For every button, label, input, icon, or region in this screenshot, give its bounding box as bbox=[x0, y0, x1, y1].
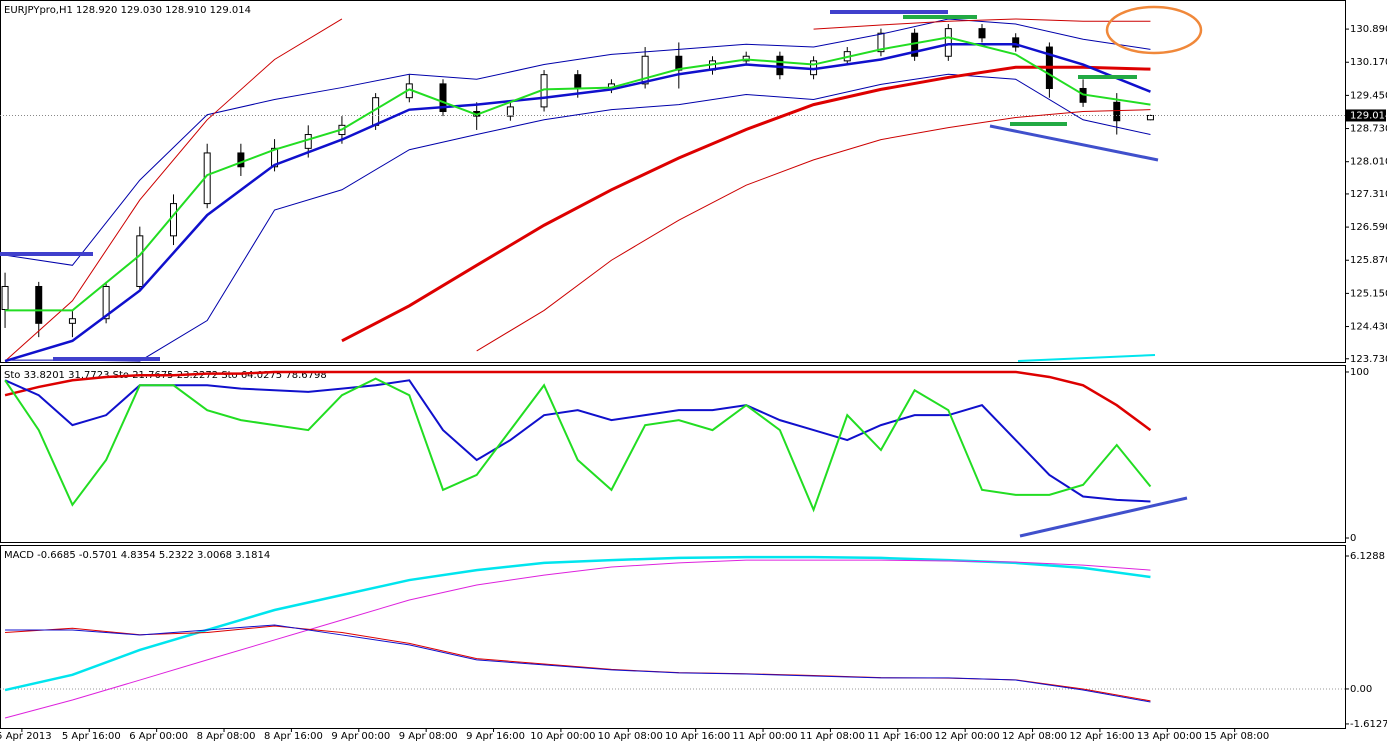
candle-body bbox=[506, 106, 514, 117]
y-tick-label: 124.430 bbox=[1350, 322, 1387, 333]
candle-body bbox=[35, 285, 43, 324]
candle-body bbox=[68, 318, 76, 324]
y-tick-label: 128.730 bbox=[1350, 124, 1387, 135]
candle-body bbox=[1146, 114, 1154, 121]
candle-body bbox=[978, 28, 986, 39]
y-tick-label: 6.1288 bbox=[1350, 551, 1385, 562]
candle-body bbox=[944, 28, 952, 57]
x-tick-label: 15 Apr 08:00 bbox=[1204, 731, 1269, 742]
y-tick-label: 129.450 bbox=[1350, 90, 1387, 101]
y-tick-label: 128.010 bbox=[1350, 157, 1387, 168]
candle-body bbox=[877, 32, 885, 53]
y-tick-label: 125.150 bbox=[1350, 288, 1387, 299]
indicator-line bbox=[813, 18, 1151, 30]
indicator-line bbox=[4, 379, 1151, 503]
y-tick-label: 130.170 bbox=[1350, 57, 1387, 68]
panel-frames bbox=[0, 0, 1346, 729]
x-tick-label: 12 Apr 16:00 bbox=[1069, 731, 1134, 742]
indicator-line bbox=[4, 18, 1151, 266]
y-tick-label: 126.590 bbox=[1350, 222, 1387, 233]
candle-body bbox=[169, 203, 177, 237]
y-tick-label: 130.890 bbox=[1350, 24, 1387, 35]
x-tick-label: 8 Apr 08:00 bbox=[197, 731, 256, 742]
y-tick-label: -1.6127 bbox=[1350, 719, 1387, 730]
x-tick-label: 12 Apr 00:00 bbox=[935, 731, 1000, 742]
x-tick-label: 11 Apr 08:00 bbox=[800, 731, 865, 742]
x-tick-label: 13 Apr 00:00 bbox=[1137, 731, 1202, 742]
candle-body bbox=[641, 55, 649, 85]
x-tick-label: 6 Apr 00:00 bbox=[129, 731, 188, 742]
x-tick-label: 5 Apr 2013 bbox=[0, 731, 52, 742]
indicator-line bbox=[4, 43, 1151, 363]
candle-body bbox=[102, 285, 110, 320]
x-tick-label: 10 Apr 16:00 bbox=[665, 731, 730, 742]
panel-title: MACD -0.6685 -0.5701 4.8354 5.2322 3.006… bbox=[4, 550, 270, 561]
macd-frame bbox=[0, 545, 1346, 729]
x-tick-label: 11 Apr 16:00 bbox=[867, 731, 932, 742]
x-tick-label: 8 Apr 16:00 bbox=[264, 731, 323, 742]
trend-line bbox=[1019, 496, 1188, 538]
y-tick-label: 100 bbox=[1350, 367, 1369, 378]
x-tick-label: 10 Apr 00:00 bbox=[530, 731, 595, 742]
candle-body bbox=[271, 147, 279, 168]
x-tick-label: 9 Apr 00:00 bbox=[331, 731, 390, 742]
candle-body bbox=[574, 74, 582, 89]
candle-body bbox=[304, 134, 312, 149]
candle-body bbox=[1113, 101, 1121, 122]
indicator-line bbox=[4, 377, 1152, 513]
x-tick-label: 10 Apr 08:00 bbox=[598, 731, 663, 742]
x-tick-label: 9 Apr 08:00 bbox=[399, 731, 458, 742]
x-tick-label: 11 Apr 00:00 bbox=[732, 731, 797, 742]
indicator-line bbox=[476, 109, 1151, 352]
candle-body bbox=[136, 235, 144, 287]
highlight-ellipse bbox=[1105, 5, 1203, 55]
y-tick-label: 127.310 bbox=[1350, 189, 1387, 200]
candle-body bbox=[1012, 37, 1020, 48]
main-frame bbox=[0, 0, 1346, 363]
annotations bbox=[0, 5, 1203, 538]
last-price-box bbox=[1346, 109, 1386, 122]
y-tick-label: 125.870 bbox=[1350, 255, 1387, 266]
last-price-label: 129.014 bbox=[1350, 110, 1387, 121]
candle-body bbox=[439, 83, 447, 113]
y-tick-label: 0 bbox=[1350, 533, 1356, 544]
indicator-line bbox=[4, 559, 1151, 719]
candle-body bbox=[237, 152, 245, 168]
y-tick-label: 0.00 bbox=[1350, 684, 1372, 695]
layers: EURJPYpro,H1 128.920 129.030 128.910 129… bbox=[0, 5, 1387, 742]
x-tick-label: 9 Apr 16:00 bbox=[466, 731, 525, 742]
indicator-line bbox=[341, 65, 1151, 343]
indicator-line bbox=[5, 36, 1151, 312]
y-tick-label: 123.730 bbox=[1350, 354, 1387, 365]
indicator-line bbox=[4, 370, 1152, 432]
indicator-line bbox=[5, 624, 1151, 703]
trend-line bbox=[1017, 354, 1156, 362]
panel-title: EURJPYpro,H1 128.920 129.030 128.910 129… bbox=[4, 5, 251, 16]
x-tick-label: 5 Apr 16:00 bbox=[62, 731, 121, 742]
x-tick-label: 12 Apr 08:00 bbox=[1002, 731, 1067, 742]
sto-frame bbox=[0, 365, 1346, 543]
candle-body bbox=[1, 285, 9, 311]
trend-line bbox=[989, 124, 1159, 162]
